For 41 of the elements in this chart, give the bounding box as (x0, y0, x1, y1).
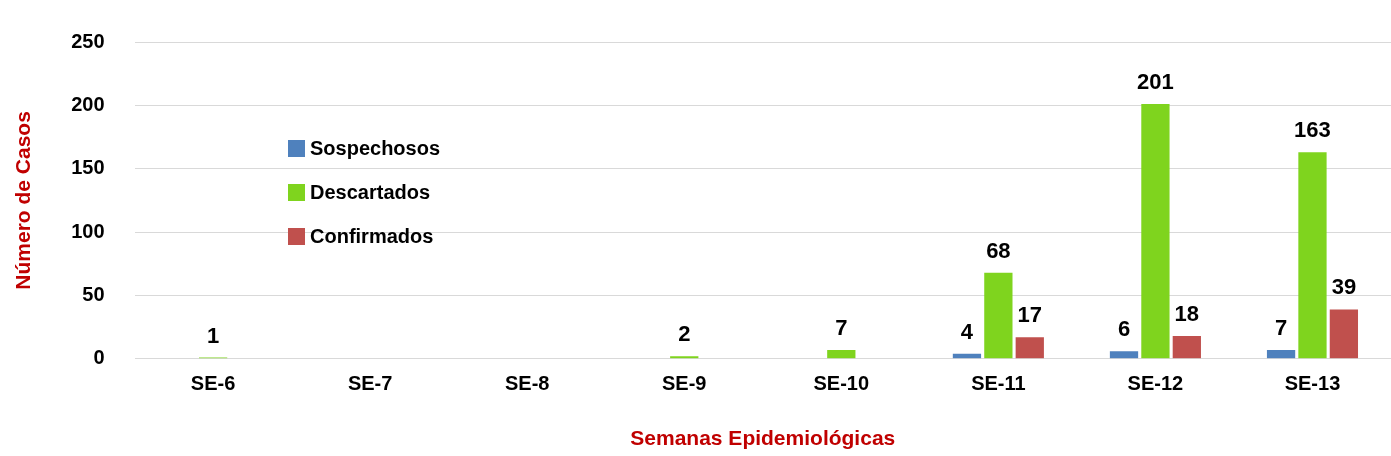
data-label: 7 (1274, 314, 1288, 340)
x-tick-label: SE-10 (813, 372, 870, 395)
bar (1015, 337, 1044, 359)
bar (1141, 104, 1170, 359)
data-label: 17 (1017, 302, 1043, 328)
data-label: 163 (1294, 117, 1331, 143)
y-tick-label: 50 (82, 282, 105, 305)
y-tick-label: 0 (93, 346, 105, 369)
data-label: 39 (1331, 274, 1357, 300)
legend-label: Descartados (309, 179, 432, 205)
data-label: 6 (1117, 316, 1131, 342)
y-axis-title: Número de Casos (11, 111, 35, 290)
y-tick-label: 150 (71, 156, 105, 179)
data-label: 4 (960, 318, 974, 344)
data-label: 7 (835, 314, 848, 340)
bar (1109, 351, 1139, 359)
data-label: 201 (1137, 69, 1174, 95)
legend-label: Confirmados (309, 223, 435, 249)
bar (1266, 349, 1296, 359)
data-label: 1 (206, 322, 220, 348)
y-tick-label: 100 (71, 219, 105, 242)
bar (1172, 335, 1201, 359)
data-label: 68 (986, 237, 1011, 263)
bar (827, 349, 856, 359)
x-tick-label: SE-12 (1127, 372, 1184, 395)
bar (670, 356, 699, 359)
bar (984, 272, 1013, 359)
y-tick-label: 250 (71, 29, 105, 52)
x-tick-label: SE-7 (347, 372, 393, 395)
x-tick-label: SE-8 (504, 372, 550, 395)
data-label: 2 (678, 321, 691, 347)
x-tick-label: SE-9 (662, 372, 707, 395)
bar (1298, 152, 1327, 359)
bar (1329, 309, 1359, 359)
y-tick-label: 200 (71, 92, 105, 115)
x-tick-label: SE-6 (190, 372, 236, 395)
legend-label: Sospechosos (309, 135, 441, 161)
data-label: 18 (1174, 301, 1200, 327)
x-tick-label: SE-11 (971, 372, 1026, 395)
x-tick-label: SE-13 (1284, 372, 1341, 395)
x-axis-title: Semanas Epidemiológicas (630, 426, 896, 450)
